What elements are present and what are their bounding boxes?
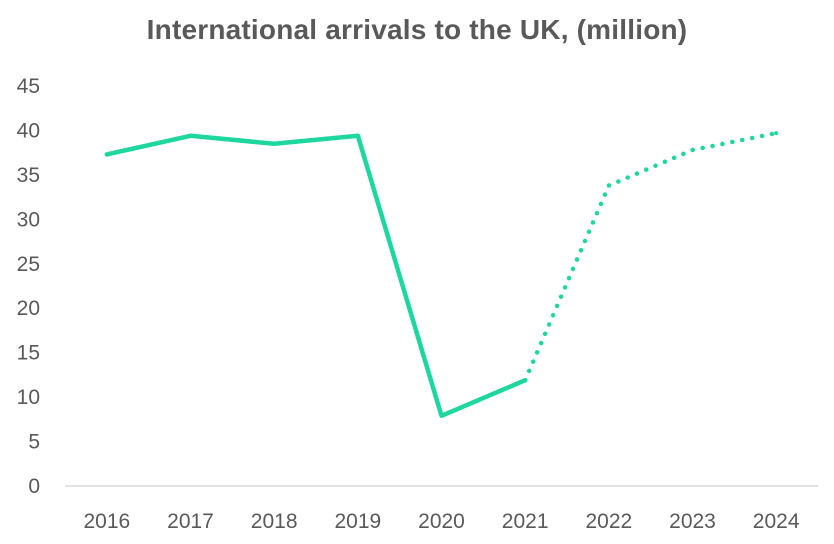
y-tick-label: 35 (17, 164, 40, 187)
data-point-2017 (188, 133, 193, 138)
y-tick-label: 25 (17, 253, 40, 276)
x-tick-label: 2023 (669, 510, 716, 533)
x-axis: 2016 2017 2018 2019 2020 2021 2022 2023 2024 (83, 510, 799, 533)
x-tick-label: 2016 (83, 510, 130, 533)
data-point-2022 (606, 183, 611, 188)
x-tick-label: 2019 (334, 510, 381, 533)
chart-title: International arrivals to the UK, (milli… (146, 14, 688, 45)
y-tick-label: 30 (17, 208, 40, 231)
y-tick-label: 20 (17, 297, 40, 320)
data-point-2021 (523, 378, 528, 383)
y-tick-label: 40 (17, 119, 40, 142)
series-line-forecast (522, 130, 779, 383)
y-tick-label: 0 (28, 475, 40, 498)
x-tick-label: 2021 (502, 510, 549, 533)
x-tick-label: 2020 (418, 510, 465, 533)
data-point-2020 (439, 413, 444, 418)
y-tick-label: 45 (17, 75, 40, 98)
y-tick-label: 10 (17, 386, 40, 409)
x-tick-label: 2024 (753, 510, 800, 533)
y-tick-label: 5 (28, 431, 40, 454)
data-point-2019 (355, 133, 360, 138)
series-layer (104, 130, 779, 419)
data-point-2016 (104, 152, 109, 157)
x-tick-label: 2017 (167, 510, 214, 533)
series-line-actual (104, 133, 528, 419)
data-point-2024 (774, 131, 779, 136)
y-axis: 0 5 10 15 20 25 30 35 40 45 (17, 75, 40, 498)
data-point-2023 (690, 148, 695, 152)
y-tick-label: 15 (17, 342, 40, 365)
x-tick-label: 2022 (585, 510, 632, 533)
data-point-2018 (272, 141, 277, 146)
x-tick-label: 2018 (251, 510, 298, 533)
